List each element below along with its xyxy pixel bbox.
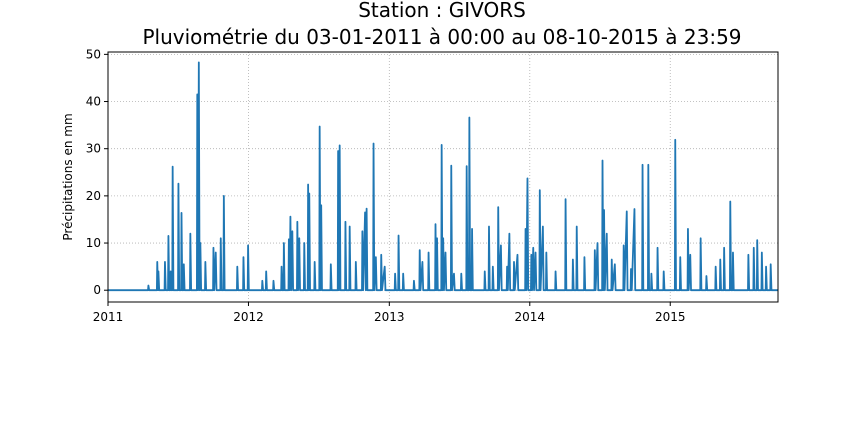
x-tick-label: 2012 — [233, 310, 264, 324]
y-tick-label: 30 — [86, 142, 101, 156]
rainfall-series-line — [108, 61, 778, 292]
y-axis-label: Précipitations en mm — [61, 113, 75, 240]
x-tick-label: 2011 — [93, 310, 124, 324]
chart-subtitle: Pluviométrie du 03-01-2011 à 00:00 au 08… — [142, 25, 741, 49]
chart-title: Station : GIVORS — [358, 0, 526, 22]
x-tick-label: 2015 — [655, 310, 686, 324]
x-tick-label: 2014 — [515, 310, 546, 324]
y-tick-label: 20 — [86, 189, 101, 203]
plot-frame — [107, 51, 779, 303]
x-tick-label: 2013 — [374, 310, 405, 324]
y-tick-label: 40 — [86, 95, 101, 109]
axis-ticks: 2011 2012 2013 2014 2015 0 10 20 30 40 50 — [86, 47, 686, 324]
y-tick-label: 50 — [86, 47, 101, 61]
series-layer — [108, 61, 778, 292]
y-tick-label: 10 — [86, 236, 101, 250]
y-tick-label: 0 — [93, 283, 101, 297]
